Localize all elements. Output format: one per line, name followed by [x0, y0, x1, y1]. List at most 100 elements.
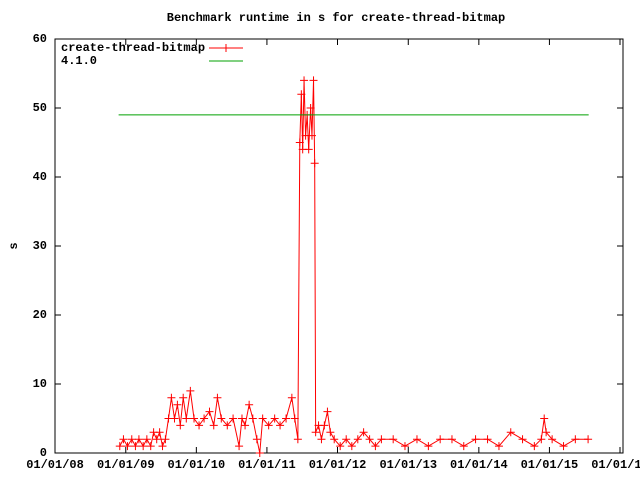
- x-tick-label: 01/01/09: [97, 458, 155, 472]
- point-marker: [139, 442, 148, 451]
- point-marker: [182, 414, 191, 423]
- point-marker: [400, 442, 409, 451]
- y-tick-label: 60: [33, 32, 47, 46]
- point-marker: [237, 414, 246, 423]
- legend-label: 4.1.0: [61, 54, 97, 68]
- x-tick-label: 01/01/14: [450, 458, 508, 472]
- point-marker: [209, 421, 218, 430]
- point-marker: [347, 442, 356, 451]
- chart-title: Benchmark runtime in s for create-thread…: [167, 11, 505, 25]
- point-marker: [300, 76, 309, 85]
- y-tick-label: 30: [33, 239, 47, 253]
- point-marker: [584, 435, 593, 444]
- y-tick-label: 20: [33, 308, 47, 322]
- point-marker: [229, 414, 238, 423]
- x-tick-label: 01/01/12: [309, 458, 367, 472]
- point-marker: [506, 428, 515, 437]
- point-marker: [119, 435, 128, 444]
- point-marker: [127, 435, 136, 444]
- point-marker: [424, 442, 433, 451]
- point-marker: [342, 435, 351, 444]
- point-marker: [537, 435, 546, 444]
- point-marker: [195, 421, 204, 430]
- point-marker: [155, 428, 164, 437]
- point-marker: [213, 393, 222, 402]
- point-marker: [377, 435, 386, 444]
- point-marker: [158, 442, 167, 451]
- x-tick-label: 01/01/15: [521, 458, 579, 472]
- point-marker: [518, 435, 527, 444]
- point-marker: [309, 76, 318, 85]
- point-marker: [330, 435, 339, 444]
- point-marker: [205, 407, 214, 416]
- point-marker: [235, 442, 244, 451]
- point-marker: [123, 442, 132, 451]
- y-tick-label: 40: [33, 170, 47, 184]
- point-marker: [311, 428, 320, 437]
- point-marker: [483, 435, 492, 444]
- point-marker: [293, 435, 302, 444]
- point-marker: [412, 435, 421, 444]
- point-marker: [389, 435, 398, 444]
- point-marker: [223, 421, 232, 430]
- point-marker: [222, 44, 230, 52]
- point-marker: [190, 414, 199, 423]
- point-marker: [447, 435, 456, 444]
- point-marker: [353, 435, 362, 444]
- point-marker: [306, 104, 315, 112]
- point-marker: [548, 435, 557, 444]
- point-marker: [179, 393, 188, 402]
- point-marker: [371, 442, 380, 451]
- y-tick-label: 50: [33, 101, 47, 115]
- point-marker: [323, 407, 332, 416]
- point-marker: [530, 442, 539, 451]
- point-marker: [307, 131, 316, 140]
- point-marker: [290, 414, 299, 423]
- x-tick-label: 01/01/10: [168, 458, 226, 472]
- x-tick-label: 01/01/08: [26, 458, 84, 472]
- point-marker: [264, 421, 273, 430]
- point-marker: [459, 442, 468, 451]
- point-marker: [200, 414, 209, 423]
- point-marker: [255, 449, 264, 457]
- point-marker: [258, 414, 267, 423]
- point-marker: [571, 435, 580, 444]
- legend-label: create-thread-bitmap: [61, 41, 205, 55]
- point-marker: [152, 435, 161, 444]
- point-marker: [146, 442, 155, 451]
- point-marker: [142, 435, 151, 444]
- point-marker: [436, 435, 445, 444]
- point-marker: [270, 414, 279, 423]
- point-marker: [540, 414, 549, 423]
- point-marker: [320, 421, 329, 430]
- series-line: [119, 80, 589, 454]
- point-marker: [317, 435, 326, 444]
- point-marker: [134, 435, 143, 444]
- point-marker: [252, 435, 261, 444]
- point-marker: [131, 442, 140, 451]
- point-marker: [167, 393, 176, 402]
- point-marker: [217, 414, 226, 423]
- y-tick-label: 10: [33, 377, 47, 391]
- y-tick-label: 0: [40, 446, 47, 460]
- x-tick-label: 01/01/11: [238, 458, 296, 472]
- point-marker: [170, 414, 179, 423]
- point-marker: [297, 90, 306, 99]
- point-marker: [310, 159, 319, 168]
- point-marker: [248, 414, 257, 423]
- point-marker: [359, 428, 368, 437]
- point-marker: [173, 400, 182, 409]
- y-axis-label: s: [7, 242, 21, 249]
- point-marker: [304, 145, 313, 154]
- x-tick-label: 01/01/13: [379, 458, 437, 472]
- point-marker: [241, 421, 250, 430]
- point-marker: [542, 428, 551, 437]
- point-marker: [295, 138, 304, 147]
- point-marker: [336, 442, 345, 451]
- point-marker: [494, 442, 503, 451]
- point-marker: [276, 421, 285, 430]
- point-marker: [282, 414, 291, 423]
